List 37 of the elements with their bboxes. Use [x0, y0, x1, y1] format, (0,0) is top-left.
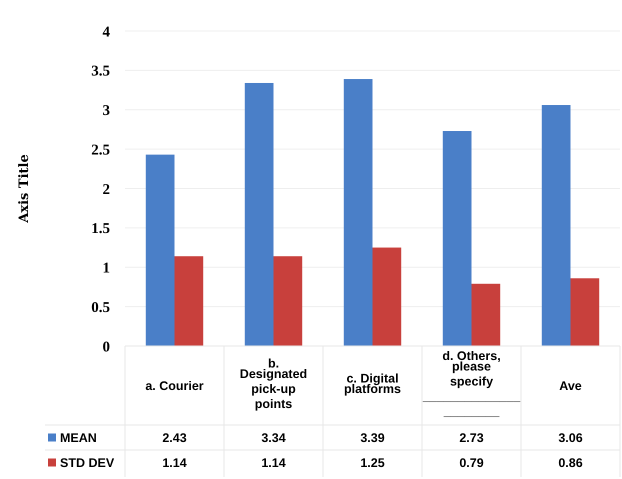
- data-label: 2.73: [459, 430, 484, 445]
- bar: [372, 248, 402, 346]
- y-tick-label: 2.5: [91, 142, 110, 158]
- data-label: 0.79: [459, 456, 484, 470]
- bar: [542, 105, 570, 346]
- y-tick-label: 3: [102, 103, 110, 119]
- bar: [344, 79, 372, 346]
- y-tick-label: 4: [102, 24, 110, 40]
- bar: [244, 82, 274, 346]
- y-tick-label: 0: [102, 339, 110, 356]
- data-label: 3.34: [261, 430, 286, 445]
- y-tick-label: 1: [102, 260, 110, 276]
- data-label: 1.14: [261, 456, 286, 470]
- data-label: 3.06: [558, 430, 583, 445]
- x-tick-label: b. Designated pick-up points: [240, 356, 308, 411]
- x-tick-label: d. Others, please specify ______________ ________: [422, 348, 522, 418]
- data-label: 1.14: [162, 456, 187, 470]
- data-label: 1.25: [360, 456, 385, 470]
- y-tick-label: 3.5: [91, 64, 110, 80]
- x-tick-label: a. Courier: [145, 378, 204, 393]
- bar: [146, 154, 174, 346]
- y-tick-label: 1.5: [91, 221, 110, 238]
- bar: [274, 256, 302, 346]
- legend-label: MEAN: [60, 430, 97, 445]
- data-label: 0.86: [558, 456, 583, 470]
- y-tick-label: 2: [102, 182, 110, 198]
- bar: [570, 278, 600, 346]
- bar: [472, 284, 500, 346]
- data-label: 3.39: [360, 430, 385, 445]
- data-label: 2.43: [162, 430, 187, 445]
- legend-label: STD DEV: [60, 456, 115, 470]
- bar: [174, 256, 204, 346]
- y-axis-title: Axis Title: [17, 154, 32, 224]
- x-tick-label: c. Digital platforms: [344, 371, 402, 396]
- y-tick-label: 0.5: [91, 300, 110, 316]
- bar: [442, 131, 472, 346]
- x-tick-label: Ave: [559, 378, 582, 393]
